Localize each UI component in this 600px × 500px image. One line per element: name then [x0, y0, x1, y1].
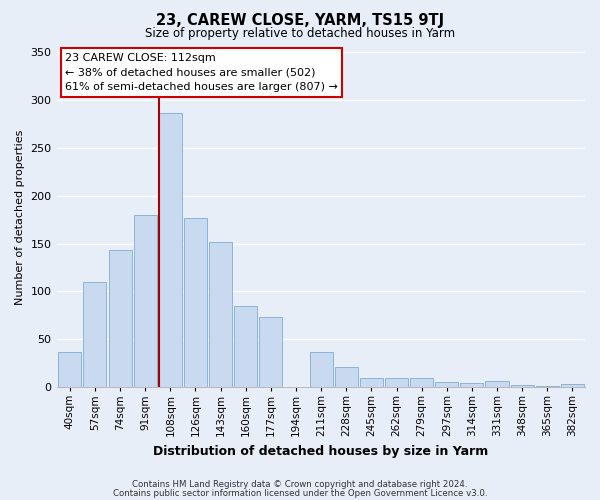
Text: 23 CAREW CLOSE: 112sqm
← 38% of detached houses are smaller (502)
61% of semi-de: 23 CAREW CLOSE: 112sqm ← 38% of detached… [65, 52, 338, 92]
Bar [410, 378, 433, 387]
Bar [184, 218, 207, 387]
Bar [310, 352, 332, 387]
Bar [234, 306, 257, 387]
Bar [58, 352, 82, 387]
Bar [83, 282, 106, 387]
Bar [561, 384, 584, 387]
Bar [335, 367, 358, 387]
Text: Contains HM Land Registry data © Crown copyright and database right 2024.: Contains HM Land Registry data © Crown c… [132, 480, 468, 489]
X-axis label: Distribution of detached houses by size in Yarm: Distribution of detached houses by size … [154, 444, 489, 458]
Bar [536, 386, 559, 387]
Bar [109, 250, 131, 387]
Bar [511, 385, 534, 387]
Bar [209, 242, 232, 387]
Bar [435, 382, 458, 387]
Text: Size of property relative to detached houses in Yarm: Size of property relative to detached ho… [145, 28, 455, 40]
Y-axis label: Number of detached properties: Number of detached properties [15, 130, 25, 305]
Text: 23, CAREW CLOSE, YARM, TS15 9TJ: 23, CAREW CLOSE, YARM, TS15 9TJ [156, 12, 444, 28]
Bar [460, 384, 484, 387]
Bar [385, 378, 408, 387]
Bar [485, 382, 509, 387]
Bar [134, 215, 157, 387]
Bar [360, 378, 383, 387]
Bar [259, 318, 283, 387]
Text: Contains public sector information licensed under the Open Government Licence v3: Contains public sector information licen… [113, 490, 487, 498]
Bar [159, 112, 182, 387]
